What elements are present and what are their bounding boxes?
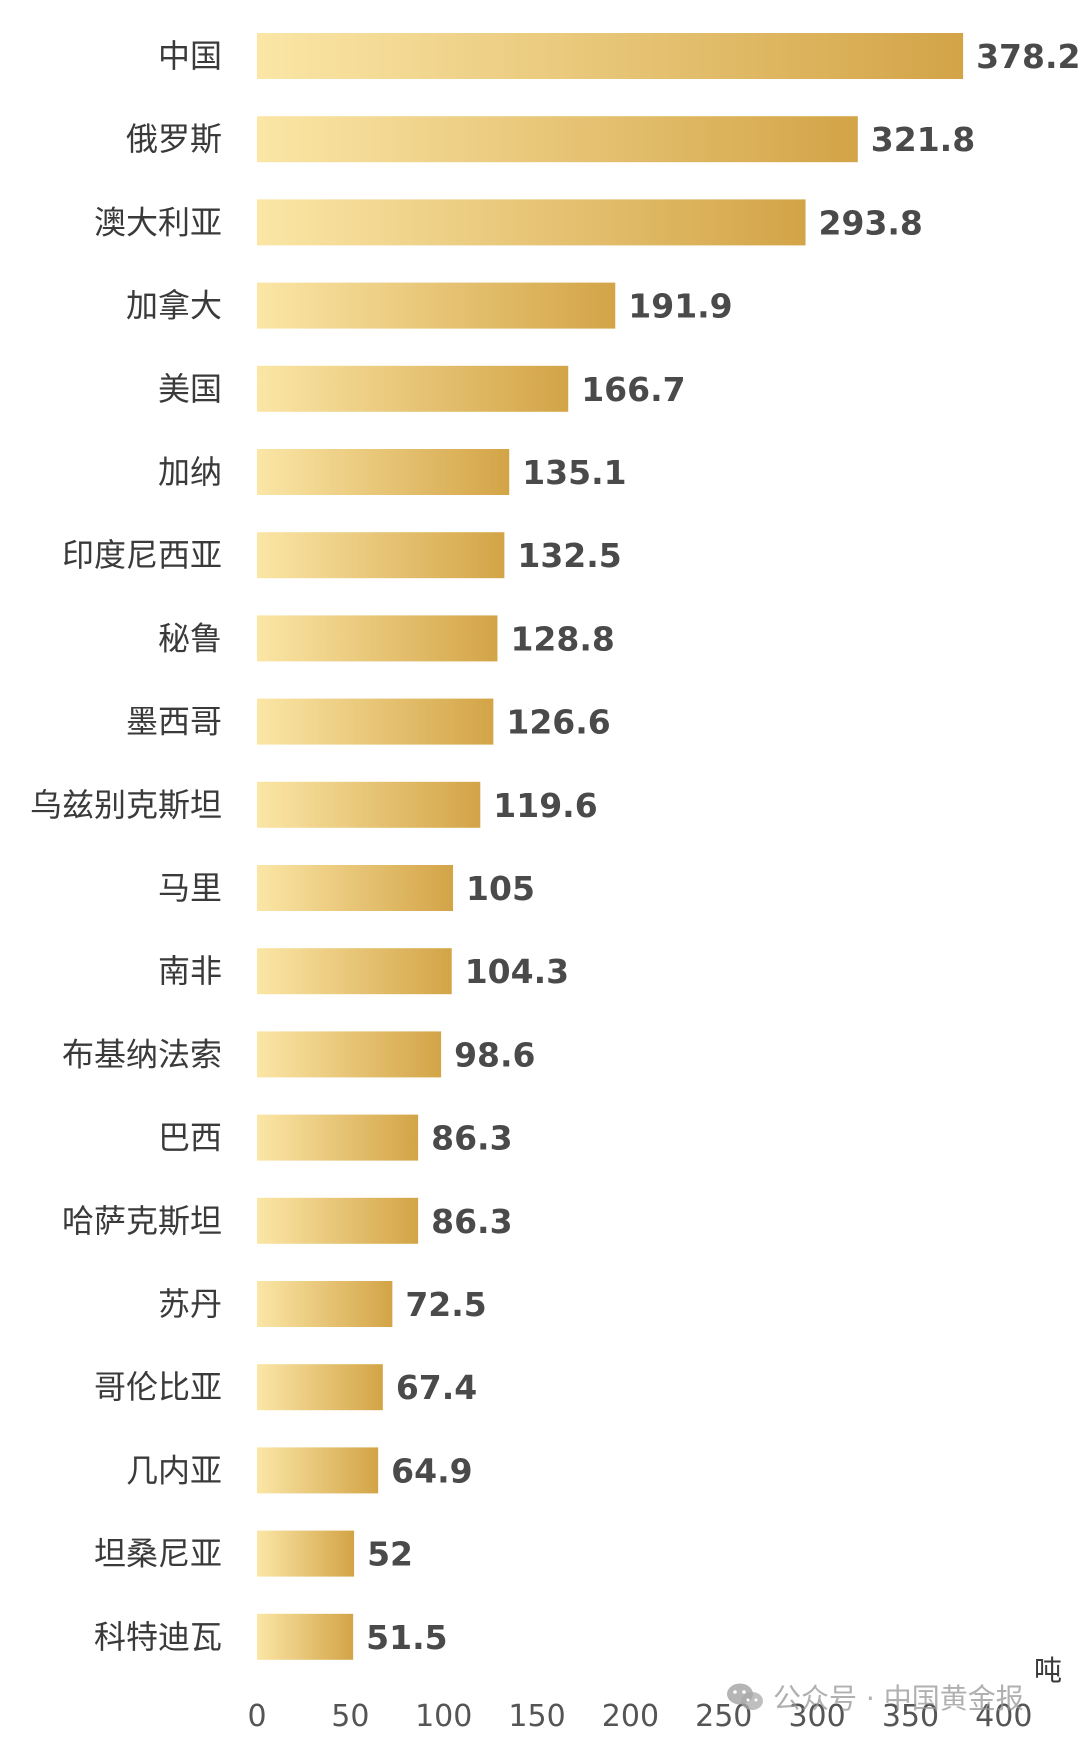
value-labels: 378.2 321.8 293.8 191.9 166.7 135.1 132.5 128.8… — [366, 37, 1080, 1657]
watermark-text: 公众号 · 中国黄金报 — [773, 1682, 1024, 1715]
bar — [257, 1197, 419, 1244]
bar — [257, 698, 494, 745]
watermark: 公众号 · 中国黄金报 — [725, 1677, 1024, 1717]
bar — [257, 199, 806, 246]
bar — [257, 532, 505, 579]
bar — [257, 615, 498, 662]
category-label: 美国 — [158, 370, 222, 408]
category-label: 几内亚 — [126, 1451, 222, 1489]
value-label: 191.9 — [628, 287, 732, 326]
category-label: 哥伦比亚 — [94, 1368, 222, 1406]
value-label: 98.6 — [454, 1035, 535, 1074]
x-tick-label: 0 — [247, 1699, 266, 1734]
value-label: 64.9 — [391, 1451, 472, 1490]
x-tick-label: 200 — [602, 1699, 659, 1734]
category-label: 布基纳法索 — [62, 1035, 222, 1073]
bar — [257, 1364, 383, 1411]
value-label: 104.3 — [465, 952, 569, 991]
x-tick-label: 400 — [975, 1699, 1032, 1734]
value-label: 126.6 — [506, 703, 610, 742]
category-label: 哈萨克斯坦 — [62, 1202, 222, 1240]
category-label: 中国 — [158, 37, 222, 75]
x-tick-label: 350 — [882, 1699, 939, 1734]
x-tick-label: 50 — [331, 1699, 369, 1734]
category-labels: 中国俄罗斯澳大利亚加拿大美国加纳印度尼西亚秘鲁墨西哥乌兹别克斯坦马里南非布基纳法… — [30, 37, 222, 1656]
bar — [257, 282, 616, 329]
value-label: 321.8 — [871, 120, 975, 159]
value-label: 132.5 — [517, 536, 621, 575]
bar — [257, 365, 569, 412]
value-label: 135.1 — [522, 453, 626, 492]
value-label: 119.6 — [493, 786, 597, 825]
category-label: 苏丹 — [158, 1285, 222, 1323]
bar — [257, 116, 858, 163]
value-label: 67.4 — [396, 1368, 477, 1407]
value-label: 72.5 — [405, 1285, 486, 1324]
bar — [257, 33, 964, 79]
category-label: 俄罗斯 — [126, 120, 222, 158]
bar — [257, 1447, 379, 1494]
category-label: 澳大利亚 — [94, 203, 222, 241]
category-label: 乌兹别克斯坦 — [30, 786, 222, 824]
bar — [257, 781, 481, 828]
value-label: 86.3 — [431, 1119, 512, 1158]
category-label: 墨西哥 — [126, 703, 222, 741]
value-label: 52 — [367, 1535, 413, 1574]
category-label: 巴西 — [158, 1119, 222, 1157]
category-label: 南非 — [158, 952, 222, 990]
bar — [257, 1530, 355, 1577]
value-label: 105 — [466, 869, 535, 908]
bar — [257, 1613, 354, 1660]
value-label: 51.5 — [366, 1618, 447, 1657]
category-label: 科特迪瓦 — [94, 1618, 222, 1656]
category-label: 加拿大 — [126, 287, 222, 325]
x-axis-ticks: 0 50 100 150 200 250 300 350 400 — [247, 1699, 1032, 1734]
bar — [257, 449, 510, 495]
value-label: 378.2 — [976, 37, 1080, 76]
value-label: 86.3 — [431, 1202, 512, 1241]
x-tick-label: 100 — [415, 1699, 472, 1734]
wechat-icon — [727, 1683, 763, 1710]
value-label: 293.8 — [819, 203, 923, 242]
category-label: 秘鲁 — [158, 619, 222, 657]
x-axis-unit-label: 吨 — [1034, 1654, 1062, 1687]
category-label: 坦桑尼亚 — [94, 1535, 222, 1573]
x-tick-label: 150 — [508, 1699, 565, 1734]
category-label: 加纳 — [158, 453, 222, 491]
bars-group — [257, 33, 964, 1660]
bar — [257, 1114, 419, 1161]
bar — [257, 1031, 442, 1078]
value-label: 166.7 — [581, 370, 685, 409]
category-label: 印度尼西亚 — [62, 536, 222, 574]
bar — [257, 1281, 393, 1327]
category-label: 马里 — [158, 869, 222, 907]
bar — [257, 948, 452, 995]
bar — [257, 865, 454, 911]
x-tick-label: 300 — [788, 1699, 845, 1734]
value-label: 128.8 — [510, 619, 614, 658]
